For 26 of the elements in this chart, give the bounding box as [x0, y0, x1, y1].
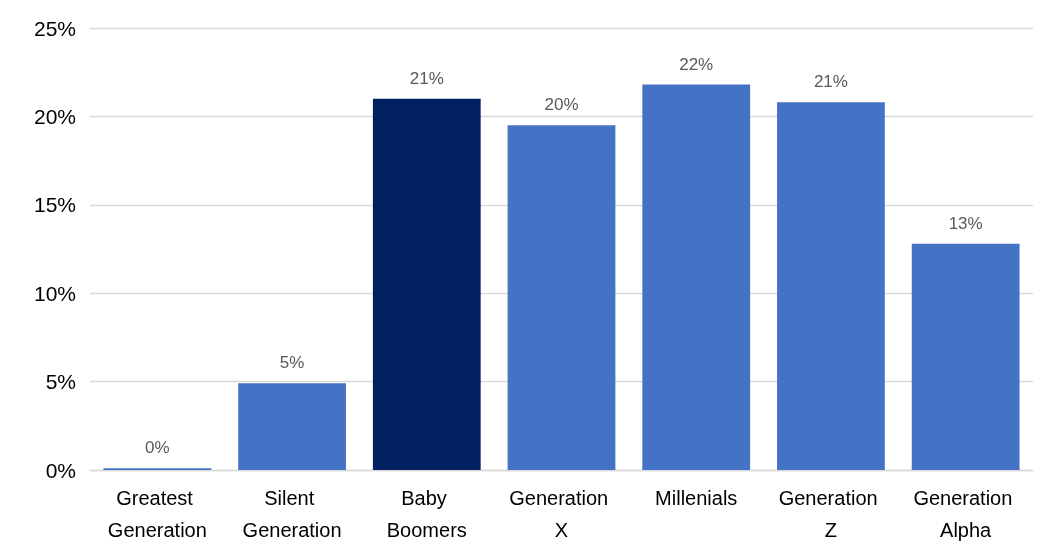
y-tick-label: 20%	[33, 104, 76, 128]
y-tick-label: 5%	[45, 370, 76, 394]
data-label: 21%	[409, 68, 444, 88]
y-tick-label: 0%	[45, 458, 76, 482]
bar	[911, 243, 1020, 470]
x-tick-label: Generation Alpha	[913, 487, 1018, 541]
x-tick-label: Generation Z	[778, 487, 884, 541]
data-label: 22%	[679, 54, 714, 74]
x-tick-label: Millenials	[655, 487, 738, 509]
x-tick-label: Generation X	[509, 487, 614, 541]
x-tick-label: Silent Generation	[242, 487, 342, 541]
y-tick-label: 10%	[33, 281, 76, 305]
x-tick-label: Baby Boomers	[386, 487, 467, 541]
data-label: 5%	[279, 353, 305, 373]
data-label: 0%	[145, 438, 170, 458]
y-tick-label: 25%	[33, 16, 76, 40]
data-label: 20%	[544, 95, 579, 115]
x-tick-label: Greatest Generation	[107, 487, 207, 541]
bar	[777, 102, 885, 470]
data-label: 13%	[948, 213, 983, 233]
data-label: 21%	[813, 72, 848, 92]
y-tick-label: 15%	[33, 193, 76, 217]
bar	[372, 98, 481, 470]
bar	[507, 125, 616, 470]
bar	[642, 84, 751, 470]
bar	[238, 383, 346, 470]
